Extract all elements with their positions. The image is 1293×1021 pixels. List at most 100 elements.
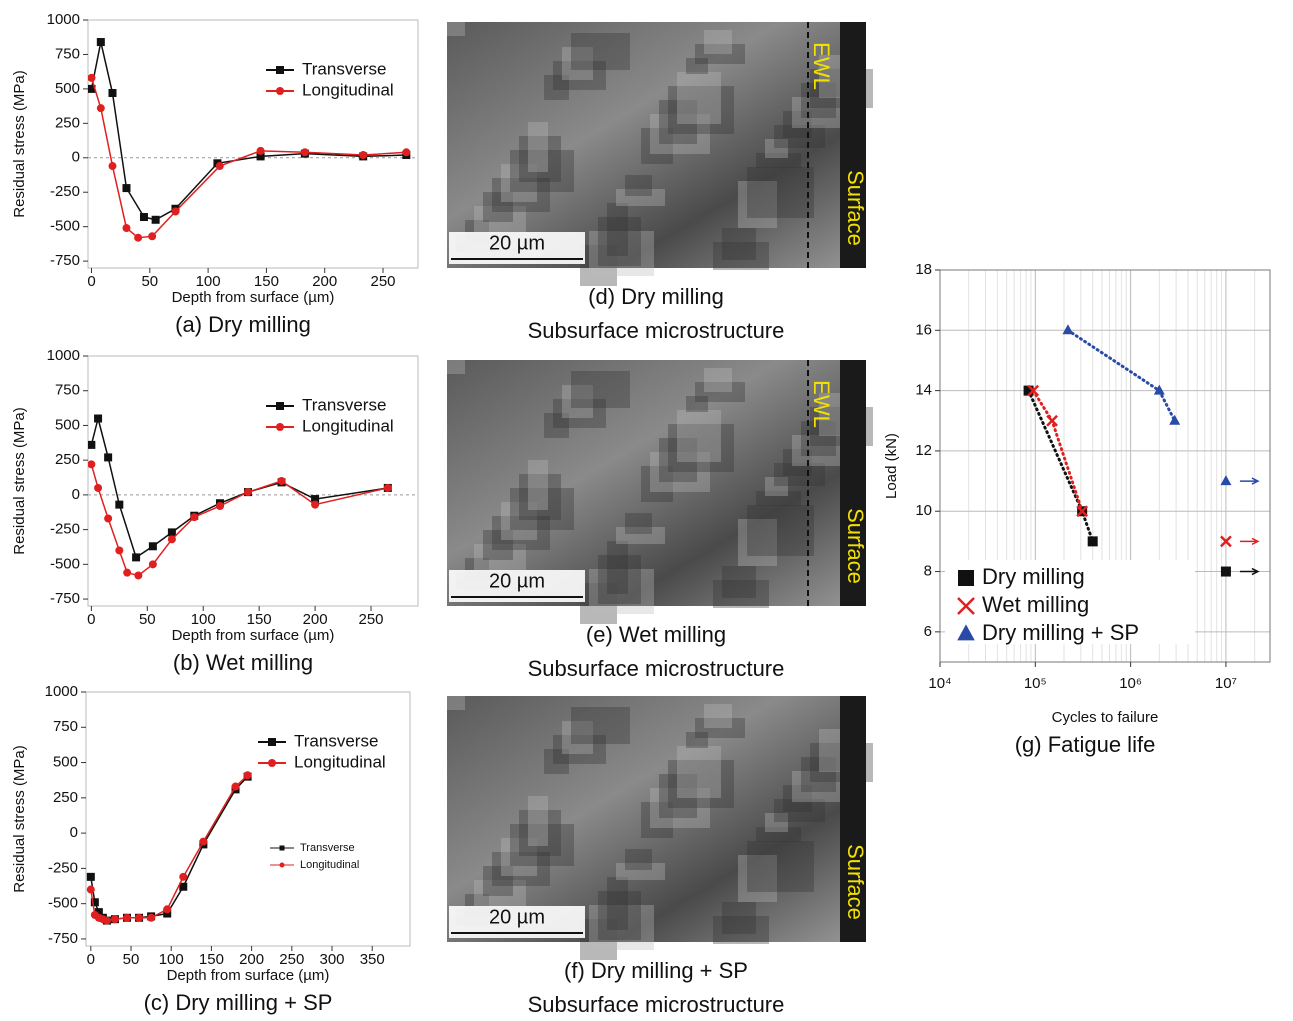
marker <box>139 213 148 222</box>
scale-bar-label: 20 µm <box>489 906 545 928</box>
grain <box>704 30 732 54</box>
marker <box>134 233 143 242</box>
marker <box>1220 566 1231 577</box>
fit-line <box>1027 389 1095 543</box>
grain <box>801 83 836 118</box>
legend-marker <box>958 570 974 586</box>
grain <box>562 721 593 754</box>
marker <box>134 571 143 580</box>
legend-marker <box>279 862 285 868</box>
plot-frame <box>939 269 1271 663</box>
y-tick-label: 750 <box>55 45 80 62</box>
caption: (e) Wet milling <box>586 622 726 647</box>
marker <box>243 771 252 780</box>
marker <box>276 402 284 410</box>
y-tick-label: 6 <box>924 623 932 640</box>
caption: Subsurface microstructure <box>528 318 785 343</box>
x-tick-label: 0 <box>87 951 95 968</box>
marker <box>1027 384 1040 397</box>
grain <box>722 902 756 934</box>
legend-label: Longitudinal <box>302 416 394 435</box>
marker <box>163 909 172 918</box>
grain <box>713 916 769 944</box>
x-axis-label: Cycles to failure <box>1052 709 1159 726</box>
y-tick-label: 750 <box>53 718 78 735</box>
grain <box>801 421 836 456</box>
scale-bar-label: 20 µm <box>489 570 545 592</box>
caption: (c) Dry milling + SP <box>144 990 333 1015</box>
marker <box>279 845 285 851</box>
grain <box>625 175 652 196</box>
marker <box>123 913 132 922</box>
y-tick-label: 18 <box>915 261 932 278</box>
grain <box>553 735 606 764</box>
x-tick-label: 300 <box>319 951 344 968</box>
y-tick-label: -500 <box>50 218 80 235</box>
legend-label: Dry milling + SP <box>982 620 1139 645</box>
grain <box>686 732 708 748</box>
marker <box>108 89 117 98</box>
grain <box>589 905 654 950</box>
grain <box>722 566 756 598</box>
y-tick-label: 750 <box>55 382 80 399</box>
grain <box>756 153 801 168</box>
grain <box>765 139 788 158</box>
marker <box>957 597 975 615</box>
grain <box>616 863 665 880</box>
caption: (g) Fatigue life <box>1015 732 1156 757</box>
y-tick-label: 250 <box>55 114 80 131</box>
micrograph <box>447 360 866 606</box>
marker <box>958 570 974 586</box>
grain <box>713 242 769 270</box>
grain <box>589 569 654 614</box>
grain <box>765 813 788 832</box>
grain <box>792 435 849 466</box>
chart-panel: 0 50 100 150 200 250 -750 -500 -250 0 250 500 750 100… <box>11 347 419 675</box>
grain <box>510 824 574 866</box>
grain <box>641 802 673 838</box>
marker <box>167 528 176 537</box>
y-tick-label: -500 <box>50 555 80 572</box>
y-tick-label: -500 <box>48 895 78 912</box>
y-axis-label: Load (kN) <box>883 433 900 499</box>
y-tick-label: 250 <box>55 451 80 468</box>
region-label: EWL <box>809 380 834 428</box>
micrograph-panel: EWL Surface 20 µm (d) Dry milling Subsurface… <box>447 22 873 343</box>
grain <box>641 466 673 502</box>
y-tick-label: -750 <box>50 590 80 607</box>
grain <box>528 122 548 172</box>
legend-marker <box>957 624 975 641</box>
grain <box>483 192 513 222</box>
surface-layer <box>840 360 866 606</box>
grain <box>553 61 606 90</box>
y-tick-label: 1000 <box>47 347 80 364</box>
caption: (b) Wet milling <box>173 650 313 675</box>
grain <box>447 360 465 374</box>
grain <box>607 877 628 930</box>
marker <box>1220 475 1232 486</box>
y-tick-label: 1000 <box>47 11 80 28</box>
y-tick-label: 500 <box>53 754 78 771</box>
x-tick-label: 200 <box>312 273 337 290</box>
marker <box>957 624 975 641</box>
marker <box>147 913 156 922</box>
grain <box>756 827 801 842</box>
marker <box>268 738 276 746</box>
grain <box>641 128 673 164</box>
marker <box>110 915 119 924</box>
marker <box>179 872 188 881</box>
marker <box>148 232 157 241</box>
grain <box>659 100 697 144</box>
grain <box>492 516 550 550</box>
line <box>90 418 388 559</box>
marker <box>104 453 113 462</box>
marker <box>216 502 224 510</box>
grain <box>677 72 721 124</box>
plot-frame <box>87 19 419 269</box>
grain <box>562 47 593 80</box>
plot-area <box>86 771 252 925</box>
grain <box>774 125 825 148</box>
y-tick-label: 10 <box>915 502 932 519</box>
y-tick-label: 500 <box>55 80 80 97</box>
